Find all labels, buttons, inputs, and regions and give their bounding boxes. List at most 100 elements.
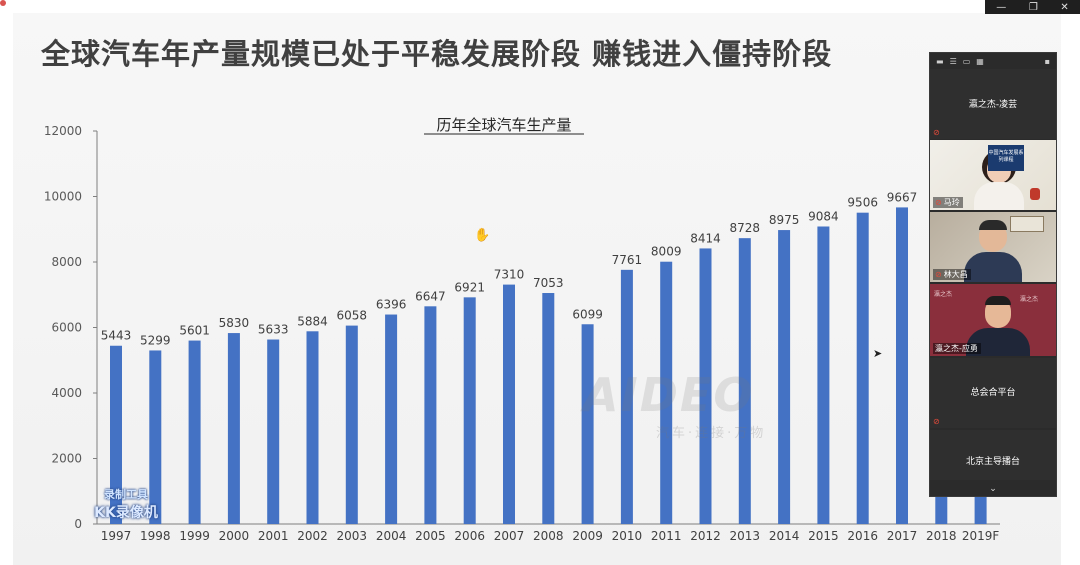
data-label: 5443	[101, 329, 132, 343]
bar-2003	[345, 325, 358, 524]
mic-muted-icon: ⊘	[933, 417, 940, 426]
participant-name-tag: ⊘ 马玲	[933, 197, 963, 208]
bar-2015	[817, 226, 830, 524]
more-icon[interactable]: ▪	[1044, 56, 1050, 66]
meeting-participants-panel: ▬ ☰ ▭ ▦ ▪ 瀛之杰-凌芸 ⊘ 中国汽车发展系列课程 ⊘ 马玲 ⊘ 林大昌	[929, 52, 1057, 497]
data-label: 7761	[612, 253, 643, 267]
recorder-line-2: KK录像机	[94, 505, 158, 521]
y-tick-label: 8000	[51, 255, 82, 269]
chevron-down-icon[interactable]: ⌄	[989, 484, 997, 494]
y-tick-label: 0	[74, 517, 82, 531]
layout-list-icon[interactable]: ☰	[949, 56, 957, 66]
x-tick-label: 2017	[887, 529, 918, 543]
x-tick-label: 2011	[651, 529, 682, 543]
participant-body	[966, 328, 1030, 356]
data-label: 8009	[651, 245, 682, 259]
participant-video-tile[interactable]: ⊘ 林大昌	[930, 212, 1056, 282]
data-label: 9506	[847, 196, 878, 210]
x-tick-label: 2014	[769, 529, 800, 543]
bar-1998	[149, 350, 162, 524]
data-label: 5884	[297, 314, 328, 328]
y-tick-label: 4000	[51, 386, 82, 400]
x-tick-label: 2019F	[962, 529, 1000, 543]
minimize-icon[interactable]: —	[996, 1, 1007, 13]
screen-in-background: 中国汽车发展系列课程	[988, 145, 1024, 171]
x-tick-label: 2002	[297, 529, 328, 543]
bar-2016	[856, 212, 869, 524]
data-label: 9084	[808, 209, 839, 223]
data-label: 8975	[769, 213, 800, 227]
participant-tile[interactable]: 北京主导播台	[930, 430, 1056, 480]
layout-strip-icon[interactable]: ▬	[936, 56, 944, 66]
layout-split-icon[interactable]: ▭	[962, 56, 971, 66]
participant-tile[interactable]: 瀛之杰-凌芸 ⊘	[930, 69, 1056, 139]
bar-2010	[620, 269, 633, 524]
participant-body	[964, 252, 1022, 282]
window-controls: — ❐ ✕	[985, 0, 1080, 14]
y-tick-label: 12000	[44, 124, 82, 138]
bar-2012	[699, 248, 712, 524]
x-tick-label: 2006	[454, 529, 485, 543]
x-tick-label: 2003	[337, 529, 368, 543]
x-tick-label: 2012	[690, 529, 721, 543]
brand-watermark: AIDEO	[583, 368, 755, 422]
calligraphy-frame	[1010, 216, 1044, 232]
x-tick-label: 1999	[179, 529, 210, 543]
bar-2006	[463, 297, 476, 524]
x-tick-label: 2016	[847, 529, 878, 543]
slide-title: 全球汽车年产量规模已处于平稳发展阶段 赚钱进入僵持阶段	[41, 37, 833, 71]
recorder-line-1: 录制工具	[104, 488, 148, 501]
mic-muted-icon: ⊘	[935, 270, 942, 279]
bar-2002	[306, 331, 319, 524]
bar-2001	[267, 339, 280, 524]
bar-1999	[188, 340, 201, 524]
participant-body	[974, 182, 1024, 210]
data-label: 5830	[219, 316, 250, 330]
y-tick-label: 2000	[51, 452, 82, 466]
brand-watermark-subtitle: 汽车·连接·万物	[656, 426, 767, 441]
participant-tile[interactable]: 总会合平台 ⊘	[930, 358, 1056, 428]
x-tick-label: 2018	[926, 529, 957, 543]
layout-grid-icon[interactable]: ▦	[976, 56, 984, 66]
y-tick-label: 6000	[51, 321, 82, 335]
bar-2017	[896, 207, 908, 524]
participant-video-tile[interactable]: 中国汽车发展系列课程 ⊘ 马玲	[930, 140, 1056, 210]
data-label: 8414	[690, 231, 721, 245]
bar-2000	[227, 333, 240, 524]
x-tick-label: 2015	[808, 529, 839, 543]
x-tick-label: 2005	[415, 529, 446, 543]
backdrop-logo: 瀛之杰	[934, 291, 953, 298]
participant-video-tile[interactable]: 瀛之杰 瀛之杰 瀛之杰-应勇	[930, 284, 1056, 356]
top-window-band	[0, 0, 1080, 13]
data-label: 5299	[140, 333, 171, 347]
bar-2014	[778, 230, 791, 524]
x-tick-label: 1997	[101, 529, 132, 543]
panel-toolbar: ▬ ☰ ▭ ▦ ▪	[930, 53, 1056, 69]
bar-2004	[385, 314, 398, 524]
data-label: 6921	[454, 280, 485, 294]
bar-2009	[581, 324, 594, 524]
close-icon[interactable]: ✕	[1060, 1, 1069, 13]
data-label: 6396	[376, 298, 407, 312]
x-tick-label: 2007	[494, 529, 525, 543]
bar-2008	[542, 293, 555, 524]
data-label: 5601	[179, 324, 210, 338]
recorder-watermark: 录制工具 KK录像机	[83, 486, 169, 522]
mic-muted-icon: ⊘	[935, 198, 942, 207]
data-label: 6647	[415, 289, 446, 303]
restore-icon[interactable]: ❐	[1028, 1, 1038, 13]
y-tick-label: 10000	[44, 190, 82, 204]
participant-name: 总会合平台	[970, 388, 1016, 398]
mic-muted-icon: ⊘	[933, 128, 940, 137]
red-decoration	[1030, 188, 1040, 200]
data-label: 7053	[533, 276, 564, 290]
participant-hair	[979, 220, 1007, 230]
mouse-cursor-icon: ➤	[873, 347, 883, 360]
data-label: 6099	[572, 307, 603, 321]
x-tick-label: 2004	[376, 529, 407, 543]
x-tick-label: 2009	[572, 529, 603, 543]
bar-1997	[110, 345, 122, 524]
data-label: 9667	[887, 190, 918, 204]
participant-name: 北京主导播台	[965, 457, 1020, 467]
